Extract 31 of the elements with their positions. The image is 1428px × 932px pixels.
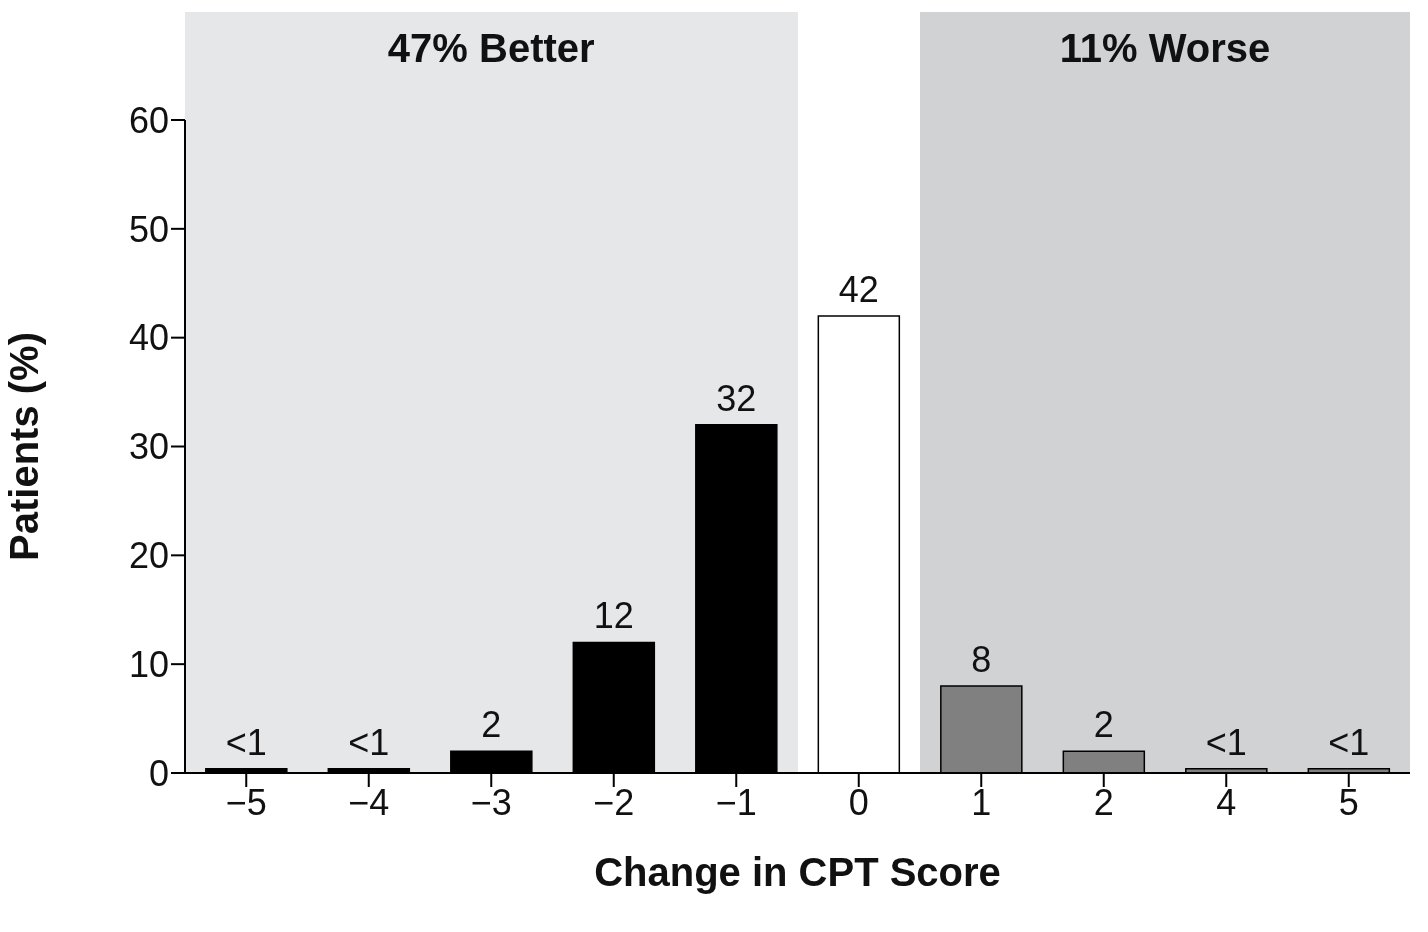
data-label: <1 [1205, 721, 1247, 763]
data-label: 8 [971, 638, 992, 680]
y-tick-label: 20 [128, 535, 169, 577]
x-tick-label: 1 [971, 781, 992, 823]
band-label: 47% Better [386, 26, 596, 71]
x-tick-label: 2 [1093, 781, 1114, 823]
x-tick-label: −4 [348, 781, 390, 823]
y-tick-label: 30 [128, 426, 169, 468]
data-label: 2 [481, 704, 502, 746]
y-tick-label: 40 [128, 317, 169, 359]
x-axis-title: Change in CPT Score [594, 850, 1001, 894]
x-tick-label: 5 [1338, 781, 1359, 823]
x-tick-label: −2 [593, 781, 635, 823]
data-label: 32 [716, 377, 757, 419]
data-label: <1 [225, 721, 267, 763]
x-tick-label: −5 [225, 781, 267, 823]
x-tick-label: 0 [848, 781, 869, 823]
y-tick-label: 50 [128, 208, 169, 250]
y-axis-title: Patients (%) [2, 332, 47, 561]
data-label: <1 [1328, 721, 1370, 763]
y-tick-label: 60 [128, 99, 169, 141]
data-label: <1 [348, 721, 390, 763]
x-tick-label: −1 [715, 781, 757, 823]
x-tick-label: −3 [470, 781, 512, 823]
x-tick-label: 4 [1216, 781, 1237, 823]
data-label: 12 [593, 595, 634, 637]
y-tick-label: 10 [128, 643, 169, 685]
y-tick-label: 0 [148, 752, 169, 794]
data-label: 42 [838, 268, 879, 310]
data-label: 2 [1093, 704, 1114, 746]
band-label: 11% Worse [1058, 26, 1272, 71]
